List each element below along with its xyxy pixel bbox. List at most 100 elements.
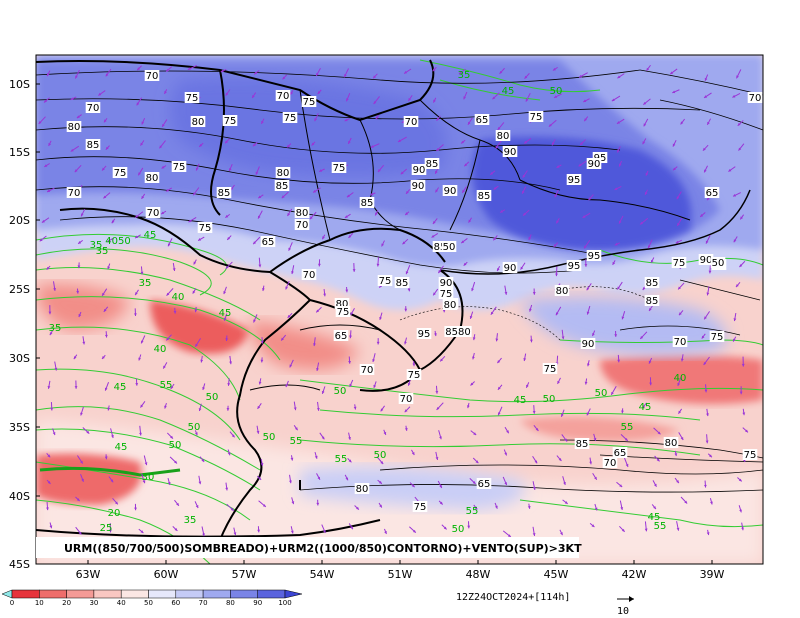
black-contour-label: 75 [337,307,350,318]
wind-vector-head [252,143,256,147]
black-contour-label: 70 [87,103,100,114]
wind-vector-head [323,293,327,297]
black-contour-label: 90 [412,181,425,192]
wind-vector-head [313,189,317,193]
black-contour-label: 75 [173,162,186,173]
wind-vector-head [258,195,262,199]
wind-vector-head [138,357,142,361]
wind-vector-head [642,287,646,291]
contour-label-background [197,222,213,233]
wind-vector-head [176,502,179,506]
wind-vector-head [564,438,568,442]
wind-vector-head [467,121,471,125]
wind-vector-head [433,99,436,103]
green-contour-label: 45 [648,512,661,523]
wind-vector-head [81,478,84,482]
wind-vector-head [193,261,197,265]
wind-vector-head [611,98,615,102]
contour-label-background [502,146,518,157]
black-contour-label: 70 [277,91,290,102]
wind-vector-head [740,216,743,220]
wind-vector-head [111,435,114,438]
wind-vector-head [495,338,499,342]
wind-vector-head [507,534,511,538]
wind-vector-head [70,148,74,152]
contour-label-background [474,114,490,125]
wind-vector-head [142,480,146,484]
wind-vector-head [285,286,289,290]
colorbar-under-triangle [1,589,13,599]
wind-vector-head [470,382,474,386]
wind-vector-head [140,142,144,146]
wind-vector-head [202,533,205,537]
wind-vector-head [73,356,77,360]
black-contour-label: 70 [604,458,617,469]
wind-vector-head [583,99,587,102]
wind-vector-head [584,381,588,385]
wind-vector-head [140,340,144,344]
wind-vector-head [135,292,138,296]
black-contour-label: 75 [224,116,237,127]
longitude-label: 60W [154,568,179,581]
contour-label-background [412,501,428,512]
contour-label-background [144,70,160,81]
black-contour-label: 85 [426,159,439,170]
wind-vector-head [202,387,205,390]
wind-vector-head [49,332,53,336]
wind-vector-head [469,315,473,319]
wind-vector-head [675,240,679,244]
wind-vector-head [621,410,624,414]
reference-vector: 10 [617,596,634,617]
wind-vector-head [624,437,628,441]
wind-vector-head [345,477,349,481]
wind-vector-head [198,238,202,241]
wind-vector-head [49,525,53,529]
contour-label-background [709,331,725,342]
wind-vector-head [706,532,710,536]
colorbar-tick-label: 90 [253,599,262,607]
green-contour-label: 50 [188,422,201,433]
wind-vector-head [458,71,462,75]
wind-vector-head [475,460,479,464]
longitude-label: 57W [232,568,257,581]
contour-label-background [586,250,602,261]
timestamp: 12Z24OCT2024+[114h] [456,592,570,603]
wind-vector-head [620,507,624,510]
wind-vector-head [316,309,320,313]
wind-vector-head [592,333,595,337]
colorbar-segment [148,589,177,599]
wind-vector-head [647,245,651,249]
wind-vector-head [705,440,709,444]
wind-vector-head [584,118,588,122]
longitude-label: 54W [310,568,335,581]
wind-vector-head [74,386,78,389]
wind-vector-head [554,194,558,198]
wind-vector-head [46,507,49,511]
wind-vector-head [162,123,165,127]
wind-vector-head [497,268,500,272]
wind-vector-head [674,453,678,457]
wind-vector-head [316,502,320,506]
contour-label-background [85,139,101,150]
black-contour-label: 75 [199,223,212,234]
wind-vector-head [377,169,381,173]
contour-label-background [260,236,276,247]
wind-vector-head [77,265,81,269]
green-contour-label: 45 [219,308,232,319]
wind-vector-head [52,432,56,436]
black-contour-label: 75 [414,502,427,513]
wind-vector-head [535,427,539,431]
wind-vector-head [412,363,416,367]
colorbar-tick-label: 70 [199,599,208,607]
wind-vector-head [170,386,174,389]
wind-vector-head [680,437,684,441]
wind-vector-head [47,454,51,458]
wind-vector-head [708,270,712,274]
wind-vector-head [381,243,385,247]
wind-vector-head [107,239,111,242]
wind-vector-head [710,501,713,505]
wind-vector-head [384,531,387,535]
wind-vector-head [344,74,347,78]
wind-vector-head [649,308,652,312]
wind-vector-head [649,382,653,386]
